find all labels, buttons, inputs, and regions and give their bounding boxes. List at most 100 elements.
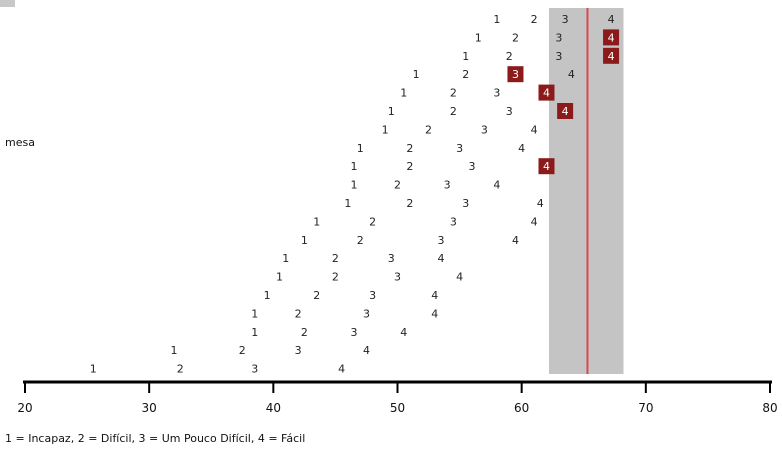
highlight-box xyxy=(507,66,524,83)
response-code: 3 xyxy=(444,179,451,192)
response-code: 4 xyxy=(400,326,407,339)
response-code: 1 xyxy=(462,50,469,63)
response-code: 4 xyxy=(537,197,544,210)
response-code: 4 xyxy=(493,179,500,192)
response-code: 2 xyxy=(406,197,413,210)
response-code: 4 xyxy=(543,87,550,100)
item-label: mesa xyxy=(5,136,35,149)
response-code: 1 xyxy=(344,197,351,210)
response-code: 4 xyxy=(363,344,370,357)
response-code: 4 xyxy=(431,307,438,320)
response-code: 4 xyxy=(531,215,538,228)
legend: 1 = Incapaz, 2 = Difícil, 3 = Um Pouco D… xyxy=(5,432,305,445)
axis-tick-label: 80 xyxy=(762,401,777,415)
highlight-box xyxy=(603,47,620,64)
highlight-box xyxy=(557,103,574,119)
response-code: 4 xyxy=(568,68,575,81)
response-code: 1 xyxy=(351,179,358,192)
response-code: 2 xyxy=(369,215,376,228)
response-code: 2 xyxy=(301,326,308,339)
response-code: 1 xyxy=(264,289,271,302)
response-code: 4 xyxy=(338,363,345,376)
response-code: 2 xyxy=(295,307,302,320)
response-code: 2 xyxy=(332,252,339,265)
highlight-box xyxy=(538,158,555,175)
response-code: 3 xyxy=(555,50,562,63)
response-code: 4 xyxy=(531,123,538,136)
response-code: 3 xyxy=(512,68,519,81)
response-code: 1 xyxy=(400,87,407,100)
response-code: 4 xyxy=(608,31,615,44)
corner-tab xyxy=(0,0,15,7)
response-code: 4 xyxy=(437,252,444,265)
x-axis: 20 30 40 50 60 70 80 xyxy=(17,380,778,415)
response-code: 1 xyxy=(251,326,258,339)
response-code: 1 xyxy=(313,215,320,228)
response-code: 2 xyxy=(177,363,184,376)
band-rect xyxy=(548,8,624,374)
response-code: 2 xyxy=(425,123,432,136)
target-band xyxy=(548,8,624,374)
response-code: 3 xyxy=(437,234,444,247)
response-code: 4 xyxy=(562,105,569,118)
axis-tick-label: 60 xyxy=(514,401,529,415)
axis-tick-label: 30 xyxy=(142,401,157,415)
response-code: 2 xyxy=(506,50,513,63)
response-code: 1 xyxy=(382,123,389,136)
axis-tick-label: 50 xyxy=(390,401,405,415)
response-code: 2 xyxy=(357,234,364,247)
response-code: 1 xyxy=(276,271,283,284)
axis-tick-label: 20 xyxy=(17,401,32,415)
response-code: 3 xyxy=(469,160,476,173)
response-code: 1 xyxy=(493,13,500,26)
response-code: 2 xyxy=(531,13,538,26)
response-code: 1 xyxy=(475,31,482,44)
response-code: 2 xyxy=(394,179,401,192)
response-code: 3 xyxy=(251,363,258,376)
response-code: 1 xyxy=(413,68,420,81)
response-code: 2 xyxy=(406,142,413,155)
response-code: 2 xyxy=(450,87,457,100)
response-code: 1 xyxy=(282,252,289,265)
axis-tick-label: 70 xyxy=(638,401,653,415)
response-code: 1 xyxy=(251,307,258,320)
axis-tick-label: 40 xyxy=(266,401,281,415)
response-code: 3 xyxy=(481,123,488,136)
response-code: 2 xyxy=(332,271,339,284)
response-code: 3 xyxy=(462,197,469,210)
response-code: 2 xyxy=(406,160,413,173)
response-code: 3 xyxy=(363,307,370,320)
response-code: 3 xyxy=(351,326,358,339)
response-code: 3 xyxy=(555,31,562,44)
response-code: 3 xyxy=(562,13,569,26)
response-code: 2 xyxy=(462,68,469,81)
response-code: 3 xyxy=(450,215,457,228)
response-code: 3 xyxy=(456,142,463,155)
highlight-box xyxy=(538,84,555,101)
response-code: 3 xyxy=(388,252,395,265)
response-code: 4 xyxy=(518,142,525,155)
response-code: 2 xyxy=(512,31,519,44)
response-code: 1 xyxy=(171,344,178,357)
response-code: 4 xyxy=(456,271,463,284)
response-code: 1 xyxy=(90,363,97,376)
response-code: 1 xyxy=(301,234,308,247)
highlight-box xyxy=(603,29,620,46)
response-code: 1 xyxy=(351,160,358,173)
response-code: 2 xyxy=(239,344,246,357)
response-code: 3 xyxy=(394,271,401,284)
response-code: 2 xyxy=(313,289,320,302)
response-code: 3 xyxy=(493,87,500,100)
response-code: 2 xyxy=(450,105,457,118)
response-code: 3 xyxy=(506,105,513,118)
response-codes: 1 2 3 41 2 3 41 2 3 41 2 3 41 2 3 41 2 3 41 2 3 41 2 3 41 2 3 41 2 3 4… xyxy=(90,13,620,376)
response-code: 4 xyxy=(512,234,519,247)
response-code: 4 xyxy=(608,13,615,26)
response-code: 4 xyxy=(608,50,615,63)
response-code: 1 xyxy=(388,105,395,118)
response-code: 3 xyxy=(369,289,376,302)
response-code: 4 xyxy=(431,289,438,302)
response-code: 1 xyxy=(357,142,364,155)
response-code: 3 xyxy=(295,344,302,357)
